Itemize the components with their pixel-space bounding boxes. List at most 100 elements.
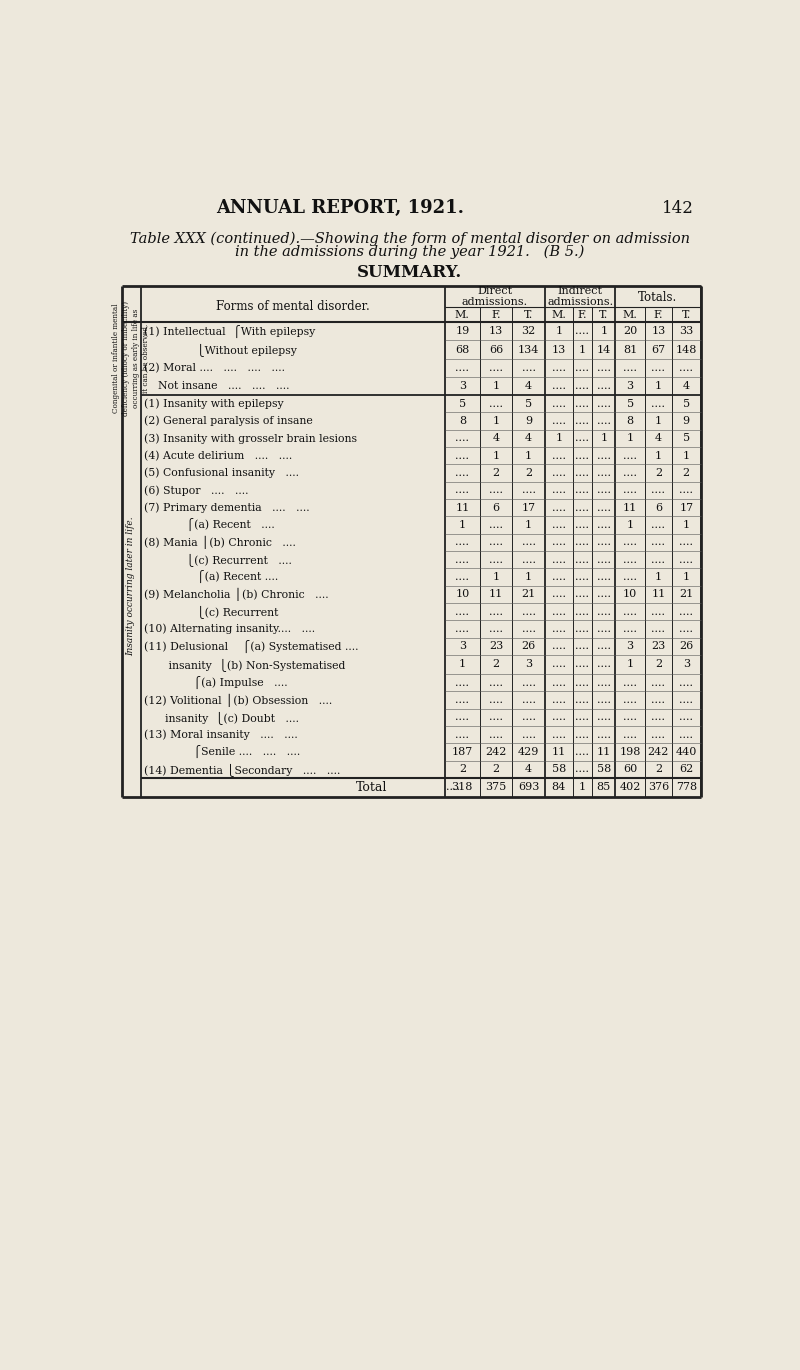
Text: 23: 23 — [489, 641, 503, 651]
Text: ....: .... — [489, 607, 503, 616]
Text: 8: 8 — [458, 416, 466, 426]
Text: ....: .... — [552, 623, 566, 634]
Text: (6) Stupor   ....   ....: (6) Stupor .... .... — [144, 485, 249, 496]
Text: ....: .... — [575, 623, 590, 634]
Text: 58: 58 — [597, 764, 611, 774]
Text: 1: 1 — [525, 571, 532, 582]
Text: 8: 8 — [626, 416, 634, 426]
Text: (8) Mania ⎪(b) Chronic   ....: (8) Mania ⎪(b) Chronic .... — [144, 536, 296, 549]
Text: in the admissions during the year 1921.   (B 5.): in the admissions during the year 1921. … — [235, 245, 585, 259]
Text: ....: .... — [489, 555, 503, 564]
Text: ....: .... — [679, 623, 694, 634]
Text: 375: 375 — [486, 782, 506, 792]
Text: ....: .... — [679, 712, 694, 722]
Text: 17: 17 — [522, 503, 536, 512]
Text: ....: .... — [575, 607, 590, 616]
Text: ....: .... — [455, 433, 470, 444]
Text: 9: 9 — [682, 416, 690, 426]
Text: 62: 62 — [679, 764, 694, 774]
Text: 3: 3 — [458, 381, 466, 390]
Text: insanity  ⎩(b) Non-Systematised: insanity ⎩(b) Non-Systematised — [144, 658, 346, 671]
Text: ....: .... — [597, 712, 610, 722]
Text: ....: .... — [455, 537, 470, 547]
Text: 3: 3 — [626, 641, 634, 651]
Text: ....: .... — [679, 730, 694, 740]
Text: ....: .... — [522, 555, 535, 564]
Text: ....: .... — [575, 469, 590, 478]
Text: 1: 1 — [600, 326, 607, 337]
Text: 17: 17 — [679, 503, 694, 512]
Text: ....: .... — [522, 695, 535, 706]
Text: M.: M. — [551, 310, 566, 319]
Text: 2: 2 — [525, 469, 532, 478]
Text: ....: .... — [623, 555, 637, 564]
Text: 1: 1 — [493, 451, 499, 460]
Text: ....: .... — [575, 503, 590, 512]
Text: ....: .... — [679, 555, 694, 564]
Text: ....: .... — [651, 623, 666, 634]
Text: (1) Intellectual  ⎧With epilepsy: (1) Intellectual ⎧With epilepsy — [144, 325, 315, 338]
Text: 10: 10 — [623, 589, 638, 599]
Text: 134: 134 — [518, 344, 539, 355]
Text: ⎧(a) Recent ....: ⎧(a) Recent .... — [144, 570, 278, 584]
Text: 693: 693 — [518, 782, 539, 792]
Text: 68: 68 — [455, 344, 470, 355]
Text: 1: 1 — [493, 381, 499, 390]
Text: ....: .... — [552, 659, 566, 670]
Text: Not insane   ....   ....   ....: Not insane .... .... .... — [144, 381, 290, 390]
Text: 4: 4 — [655, 433, 662, 444]
Text: ....: .... — [651, 537, 666, 547]
Text: ....: .... — [575, 678, 590, 688]
Text: ....: .... — [597, 451, 610, 460]
Text: ....: .... — [575, 521, 590, 530]
Text: 4: 4 — [525, 764, 532, 774]
Text: 3: 3 — [626, 381, 634, 390]
Text: ....: .... — [455, 469, 470, 478]
Text: 778: 778 — [676, 782, 697, 792]
Text: ....: .... — [522, 623, 535, 634]
Text: ....: .... — [597, 589, 610, 599]
Text: 4: 4 — [682, 381, 690, 390]
Text: ....: .... — [552, 416, 566, 426]
Text: ....: .... — [623, 469, 637, 478]
Text: ....: .... — [552, 678, 566, 688]
Text: 1: 1 — [626, 521, 634, 530]
Text: ⎧Senile ....   ....   ....: ⎧Senile .... .... .... — [144, 745, 301, 759]
Text: ....: .... — [651, 399, 666, 408]
Text: 21: 21 — [679, 589, 694, 599]
Text: ....: .... — [489, 712, 503, 722]
Text: 318: 318 — [452, 782, 473, 792]
Text: 187: 187 — [452, 747, 473, 756]
Text: 23: 23 — [651, 641, 666, 651]
Text: ....: .... — [575, 571, 590, 582]
Text: ....: .... — [522, 363, 535, 373]
Text: ⎧(a) Impulse   ....: ⎧(a) Impulse .... — [144, 675, 288, 689]
Text: ....: .... — [623, 451, 637, 460]
Text: ⎩(c) Recurrent: ⎩(c) Recurrent — [144, 606, 278, 618]
Text: 2: 2 — [493, 659, 499, 670]
Text: ....: .... — [552, 521, 566, 530]
Text: ....: .... — [575, 451, 590, 460]
Text: 242: 242 — [648, 747, 669, 756]
Text: 33: 33 — [679, 326, 694, 337]
Text: 11: 11 — [597, 747, 611, 756]
Text: 1: 1 — [525, 451, 532, 460]
Text: ....: .... — [552, 571, 566, 582]
Text: 66: 66 — [489, 344, 503, 355]
Text: ....: .... — [552, 469, 566, 478]
Text: ....: .... — [575, 730, 590, 740]
Text: ....: .... — [623, 695, 637, 706]
Text: 81: 81 — [623, 344, 638, 355]
Text: (12) Volitional ⎪(b) Obsession   ....: (12) Volitional ⎪(b) Obsession .... — [144, 693, 333, 707]
Text: ....: .... — [575, 381, 590, 390]
Text: Insanity occurring later in life.: Insanity occurring later in life. — [126, 516, 135, 656]
Text: ....: .... — [651, 485, 666, 496]
Text: ....: .... — [597, 659, 610, 670]
Text: ....: .... — [575, 416, 590, 426]
Text: ....: .... — [552, 607, 566, 616]
Text: ....: .... — [522, 678, 535, 688]
Text: ....: .... — [552, 641, 566, 651]
Text: 1: 1 — [600, 433, 607, 444]
Text: F.: F. — [654, 310, 663, 319]
Text: 440: 440 — [675, 747, 697, 756]
